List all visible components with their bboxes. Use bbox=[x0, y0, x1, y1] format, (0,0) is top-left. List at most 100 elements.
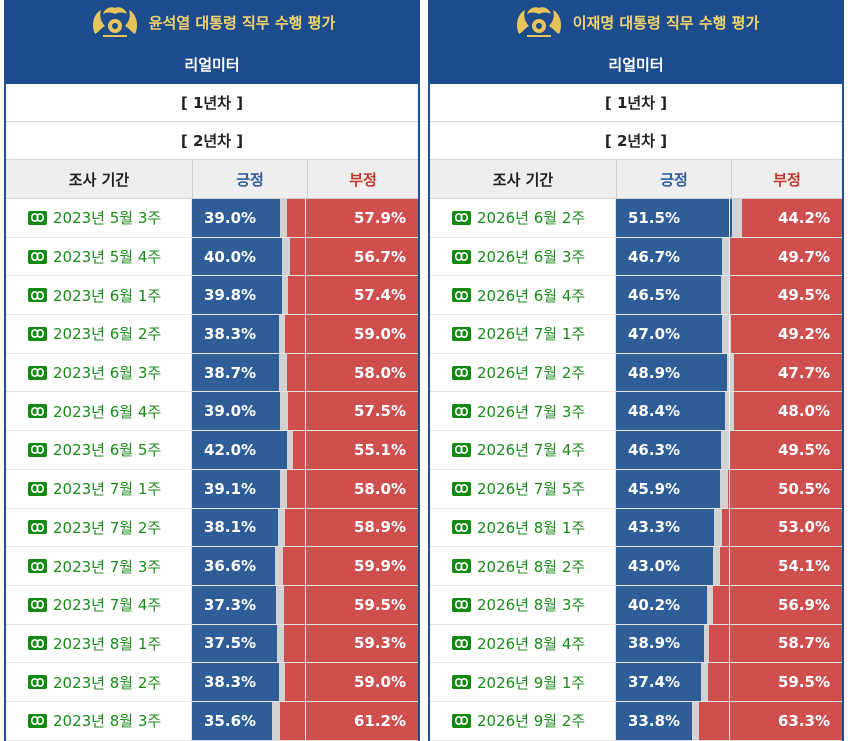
period-link[interactable]: 2023년 6월 2주 bbox=[6, 315, 192, 353]
positive-value: 36.6% bbox=[204, 557, 257, 576]
presidential-emblem-icon bbox=[92, 7, 137, 37]
midpoint-divider bbox=[305, 199, 306, 237]
rating-bar: 46.5% 49.5% bbox=[616, 276, 842, 315]
panel-subtitle: 리얼미터 bbox=[184, 55, 240, 74]
link-icon bbox=[28, 597, 47, 612]
positive-segment bbox=[616, 469, 720, 508]
table-row: 2023년 7월 3주 36.6% 59.9% bbox=[6, 547, 418, 586]
midpoint-divider bbox=[729, 276, 730, 315]
link-icon bbox=[452, 597, 471, 612]
period-link[interactable]: 2023년 7월 1주 bbox=[6, 469, 192, 508]
period-label: 2026년 7월 5주 bbox=[477, 480, 586, 499]
period-link[interactable]: 2026년 7월 5주 bbox=[430, 469, 616, 508]
midpoint-divider bbox=[729, 469, 730, 508]
negative-segment bbox=[284, 663, 418, 701]
period-link[interactable]: 2023년 7월 2주 bbox=[6, 508, 192, 547]
column-period: 조사 기간 bbox=[6, 160, 193, 198]
period-link[interactable]: 2023년 8월 3주 bbox=[6, 701, 192, 740]
column-header: 조사 기간 긍정 부정 bbox=[6, 160, 418, 199]
period-link[interactable]: 2023년 7월 4주 bbox=[6, 585, 192, 624]
midpoint-divider bbox=[729, 315, 730, 353]
link-icon bbox=[452, 326, 471, 341]
period-link[interactable]: 2023년 6월 1주 bbox=[6, 276, 192, 315]
table-row: 2026년 6월 3주 46.7% 49.7% bbox=[430, 237, 842, 277]
negative-value: 50.5% bbox=[777, 479, 830, 498]
positive-value: 47.0% bbox=[628, 324, 681, 343]
positive-segment bbox=[192, 469, 281, 508]
period-link[interactable]: 2026년 7월 3주 bbox=[430, 392, 616, 431]
period-link[interactable]: 2023년 7월 3주 bbox=[6, 547, 192, 585]
rating-bar: 39.0% 57.9% bbox=[192, 199, 418, 237]
period-link[interactable]: 2026년 9월 2주 bbox=[430, 701, 616, 740]
period-link[interactable]: 2026년 8월 4주 bbox=[430, 624, 616, 663]
negative-value: 59.0% bbox=[353, 673, 406, 692]
positive-value: 40.2% bbox=[628, 595, 681, 614]
period-link[interactable]: 2026년 8월 1주 bbox=[430, 508, 616, 547]
link-icon bbox=[28, 365, 47, 380]
period-link[interactable]: 2026년 8월 2주 bbox=[430, 547, 616, 585]
rating-bar: 38.9% 58.7% bbox=[616, 624, 842, 663]
midpoint-divider bbox=[729, 701, 730, 740]
column-positive: 긍정 bbox=[617, 160, 732, 198]
positive-value: 37.3% bbox=[204, 595, 257, 614]
year-tab-2[interactable]: [ 2년차 ] bbox=[6, 122, 418, 160]
panel-header: 윤석열 대통령 직무 수행 평가 리얼미터 bbox=[6, 0, 418, 84]
negative-value: 55.1% bbox=[353, 440, 406, 459]
midpoint-divider bbox=[729, 624, 730, 663]
rating-bar: 43.0% 54.1% bbox=[616, 547, 842, 585]
negative-segment bbox=[287, 199, 418, 237]
period-link[interactable]: 2023년 8월 1주 bbox=[6, 624, 192, 663]
link-icon bbox=[28, 210, 47, 225]
positive-value: 39.1% bbox=[204, 479, 257, 498]
table-row: 2026년 7월 1주 47.0% 49.2% bbox=[430, 315, 842, 354]
positive-value: 39.8% bbox=[204, 286, 257, 305]
period-link[interactable]: 2026년 7월 1주 bbox=[430, 315, 616, 353]
title-row: 윤석열 대통령 직무 수행 평가 bbox=[6, 0, 418, 44]
period-label: 2023년 7월 2주 bbox=[53, 518, 162, 537]
negative-segment bbox=[293, 431, 418, 469]
period-link[interactable]: 2026년 6월 2주 bbox=[430, 199, 616, 237]
period-label: 2023년 7월 3주 bbox=[53, 557, 162, 576]
period-link[interactable]: 2026년 8월 3주 bbox=[430, 585, 616, 624]
period-link[interactable]: 2023년 8월 2주 bbox=[6, 663, 192, 701]
period-link[interactable]: 2023년 6월 4주 bbox=[6, 392, 192, 431]
period-link[interactable]: 2026년 7월 4주 bbox=[430, 431, 616, 469]
period-label: 2026년 8월 4주 bbox=[477, 634, 586, 653]
positive-segment bbox=[616, 392, 726, 431]
negative-value: 59.5% bbox=[777, 673, 830, 692]
rating-bar: 40.2% 56.9% bbox=[616, 585, 842, 624]
positive-segment bbox=[616, 624, 704, 663]
negative-segment bbox=[709, 624, 842, 663]
rows-container: 2026년 6월 2주 51.5% 44.2% 2026년 6월 3주 46.7% 49.… bbox=[430, 199, 842, 741]
table-row: 2023년 6월 2주 38.3% 59.0% bbox=[6, 315, 418, 354]
period-link[interactable]: 2026년 7월 2주 bbox=[430, 353, 616, 392]
midpoint-divider bbox=[729, 431, 730, 469]
positive-value: 38.1% bbox=[204, 518, 257, 537]
rows-container: 2023년 5월 3주 39.0% 57.9% 2023년 5월 4주 40.0% 56.… bbox=[6, 199, 418, 741]
negative-value: 49.5% bbox=[777, 440, 830, 459]
link-icon bbox=[452, 249, 471, 264]
period-link[interactable]: 2023년 6월 3주 bbox=[6, 353, 192, 392]
year-tab-1[interactable]: [ 1년차 ] bbox=[430, 84, 842, 122]
period-label: 2023년 7월 1주 bbox=[53, 480, 162, 499]
positive-segment bbox=[616, 431, 721, 469]
period-link[interactable]: 2026년 6월 3주 bbox=[430, 237, 616, 276]
year-tab-1[interactable]: [ 1년차 ] bbox=[6, 84, 418, 122]
rating-bar: 43.3% 53.0% bbox=[616, 508, 842, 547]
period-link[interactable]: 2023년 5월 4주 bbox=[6, 237, 192, 276]
link-icon bbox=[452, 481, 471, 496]
negative-segment bbox=[288, 276, 418, 315]
column-positive: 긍정 bbox=[193, 160, 308, 198]
midpoint-divider bbox=[729, 199, 730, 237]
link-icon bbox=[28, 636, 47, 651]
period-link[interactable]: 2026년 6월 4주 bbox=[430, 276, 616, 315]
midpoint-divider bbox=[305, 353, 306, 392]
link-icon bbox=[452, 365, 471, 380]
period-link[interactable]: 2023년 6월 5주 bbox=[6, 431, 192, 469]
period-link[interactable]: 2023년 5월 3주 bbox=[6, 199, 192, 237]
year-tab-2[interactable]: [ 2년차 ] bbox=[430, 122, 842, 160]
table-row: 2026년 6월 4주 46.5% 49.5% bbox=[430, 276, 842, 316]
positive-value: 51.5% bbox=[628, 208, 681, 227]
midpoint-divider bbox=[305, 508, 306, 547]
period-link[interactable]: 2026년 9월 1주 bbox=[430, 663, 616, 701]
